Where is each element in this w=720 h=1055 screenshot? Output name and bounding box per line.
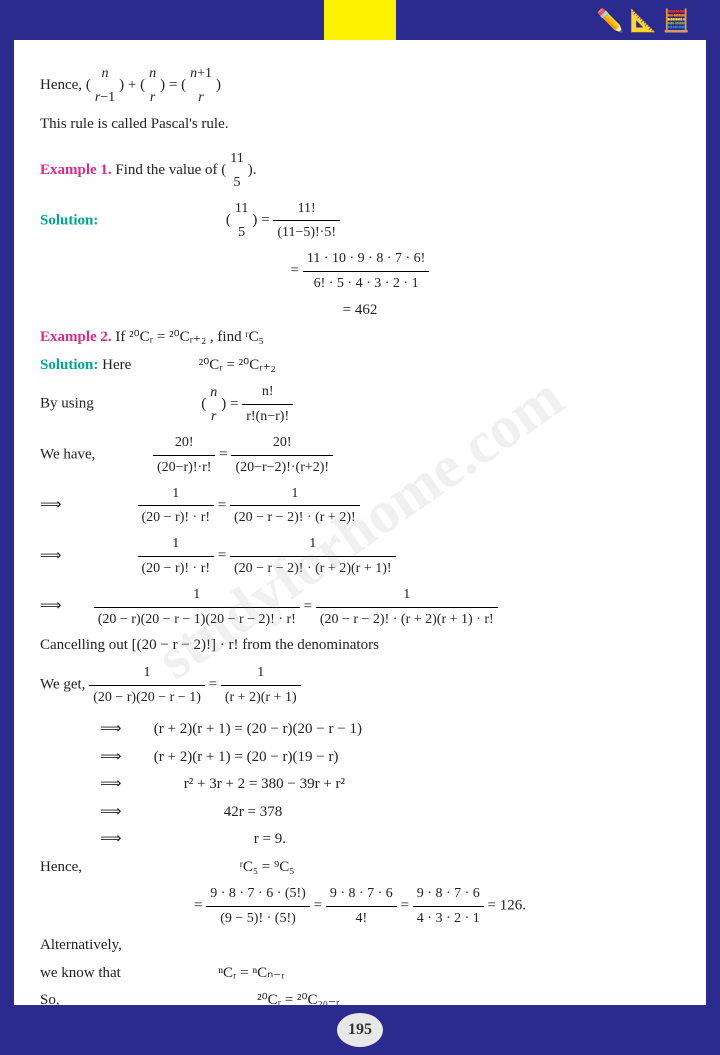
hence-line: Hence, ʳC₅ = ⁹C₅ — [40, 855, 680, 881]
left-border — [0, 0, 14, 1055]
binom-expr: (nr−1) + (nr) = (n+1r) — [86, 62, 221, 110]
by-using-text: By using — [40, 396, 94, 412]
implies-3: ⟹ 1(20 − r)(20 − r − 1)(20 − r − 2)! · r… — [40, 583, 680, 632]
example-1-expr: (115). — [221, 162, 256, 178]
hence-text: Hence, — [40, 77, 86, 93]
imp-8: r = 9. — [254, 831, 286, 847]
by-using-formula: (nr) = — [201, 396, 242, 412]
imp-5: (r + 2)(r + 1) = (20 − r)(19 − r) — [154, 749, 339, 765]
imp-7: 42r = 378 — [224, 804, 282, 820]
header-icons: ✏️ 📐 🧮 — [597, 8, 690, 34]
cancelling-text: Cancelling out [(20 − r − 2)!] · r! from… — [40, 633, 680, 659]
example-2: Example 2. If ²⁰Cᵣ = ²⁰Cᵣ₊₂ , find ʳC₅ — [40, 325, 680, 351]
calculator-icon: 🧮 — [663, 8, 690, 33]
sol1-frac1: 11!(11−5)!·5! — [273, 197, 340, 246]
we-have-text: We have, — [40, 447, 95, 463]
example-1: Example 1. Find the value of (115). — [40, 147, 680, 195]
compass-icon: 📐 — [630, 8, 657, 33]
sol2-here: Here — [102, 357, 131, 373]
page-number: 195 — [337, 1013, 383, 1047]
we-know-line: we know that ⁿCᵣ = ⁿCₙ₋ᵣ — [40, 961, 680, 987]
hence-expr: ʳC₅ = ⁹C₅ — [240, 859, 295, 875]
final-result: = 126. — [488, 898, 526, 914]
we-get-text: We get, — [40, 677, 89, 693]
example-2-text: If ²⁰Cᵣ = ²⁰Cᵣ₊₂ , find ʳC₅ — [115, 329, 263, 345]
we-know-text: we know that — [40, 965, 121, 981]
we-get-line: We get, 1(20 − r)(20 − r − 1) = 1(r + 2)… — [40, 661, 680, 710]
implies-1: ⟹ 1(20 − r)! · r! = 1(20 − r − 2)! · (r … — [40, 482, 680, 531]
solution-2-label: Solution: — [40, 357, 98, 373]
pascal-rule-text: This rule is called Pascal's rule. — [40, 112, 680, 138]
we-have-line: We have, 20!(20−r)!·r! = 20!(20−r−2)!·(r… — [40, 431, 680, 480]
pencil-icon: ✏️ — [597, 8, 624, 33]
sol2-eqn: ²⁰Cᵣ = ²⁰Cᵣ₊₂ — [199, 357, 276, 373]
page-content: Hence, (nr−1) + (nr) = (n+1r) This rule … — [40, 62, 680, 1055]
alternatively-text: Alternatively, — [40, 933, 680, 959]
textbook-page: ✏️ 📐 🧮 studyforhome.com Hence, (nr−1) + … — [0, 0, 720, 1055]
we-know-expr: ⁿCᵣ = ⁿCₙ₋ᵣ — [218, 965, 284, 981]
sol1-result: = 462 — [40, 298, 680, 324]
imp-6: r² + 3r + 2 = 380 − 39r + r² — [184, 776, 345, 792]
example-1-text: Find the value of — [115, 162, 221, 178]
solution-1-label: Solution: — [40, 212, 98, 228]
solution-1: Solution: (115) = 11!(11−5)!·5! — [40, 197, 680, 246]
example-1-label: Example 1. — [40, 162, 112, 178]
hence-text-2: Hence, — [40, 859, 82, 875]
by-using-line: By using (nr) = n!r!(n−r)! — [40, 380, 680, 429]
example-2-label: Example 2. — [40, 329, 112, 345]
sol1-step2: = 11 · 10 · 9 · 8 · 7 · 6!6! · 5 · 4 · 3… — [40, 247, 680, 296]
imp-4: (r + 2)(r + 1) = (20 − r)(20 − r − 1) — [154, 721, 362, 737]
solution-2: Solution: Here ²⁰Cᵣ = ²⁰Cᵣ₊₂ — [40, 353, 680, 379]
implies-2: ⟹ 1(20 − r)! · r! = 1(20 − r − 2)! · (r … — [40, 532, 680, 581]
sol1-step1: (115) = — [226, 212, 273, 228]
final-calc: = 9 · 8 · 7 · 6 · (5!)(9 − 5)! · (5!) = … — [40, 882, 680, 931]
right-border — [706, 0, 720, 1055]
pascal-identity: Hence, (nr−1) + (nr) = (n+1r) — [40, 62, 680, 110]
implication-block: ⟹ (r + 2)(r + 1) = (20 − r)(20 − r − 1) … — [100, 717, 680, 853]
